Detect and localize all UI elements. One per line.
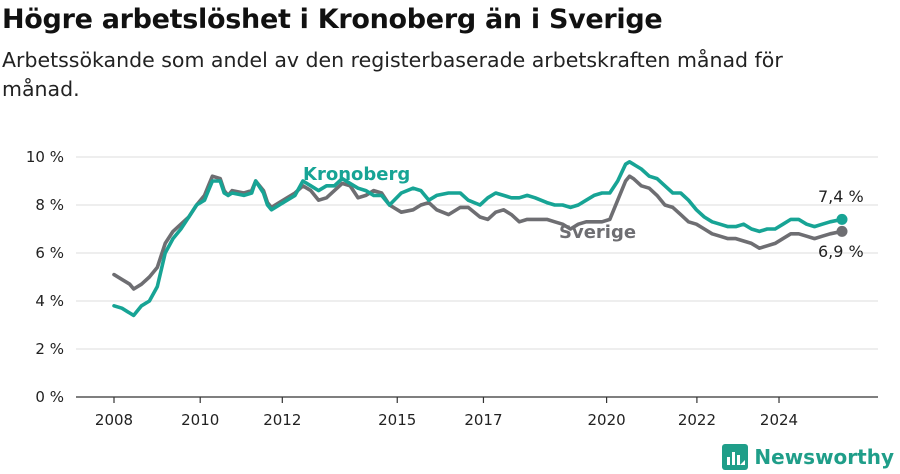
end-point-kronoberg [836,213,848,225]
gridlines [76,156,878,350]
x-axis-ticks: 2008 2010 2012 2015 2017 2020 2022 2024 [95,397,798,429]
x-tick-label: 2008 [95,411,133,429]
chart-title: Högre arbetslöshet i Kronoberg än i Sver… [2,4,663,35]
y-axis-ticks: 0 % 2 % 4 % 6 % 8 % 10 % [26,148,64,406]
series-label-kronoberg: Kronoberg [303,164,410,185]
brand-name: Newsworthy [754,445,894,469]
x-tick-label: 2017 [464,411,502,429]
series-label-sverige: Sverige [559,222,636,243]
y-tick-label: 2 % [35,340,64,358]
x-tick-label: 2024 [760,411,798,429]
series-line-kronoberg [112,160,844,318]
chart-subtitle: Arbetssökande som andel av den registerb… [2,48,783,101]
series-lines [112,160,848,318]
y-tick-label: 4 % [35,292,64,310]
newsworthy-logo-icon [722,444,749,470]
x-tick-label: 2012 [263,411,301,429]
y-tick-label: 8 % [35,196,64,214]
y-tick-label: 0 % [35,388,64,406]
x-tick-label: 2022 [678,411,716,429]
y-tick-label: 6 % [35,244,64,262]
end-value-kronoberg: 7,4 % [818,187,864,206]
x-tick-label: 2010 [181,411,219,429]
x-tick-label: 2015 [378,411,416,429]
end-value-sverige: 6,9 % [818,242,864,261]
brand-logo: Newsworthy [722,444,894,470]
x-tick-label: 2020 [588,411,626,429]
y-tick-label: 10 % [26,148,64,166]
end-point-sverige [836,225,848,237]
